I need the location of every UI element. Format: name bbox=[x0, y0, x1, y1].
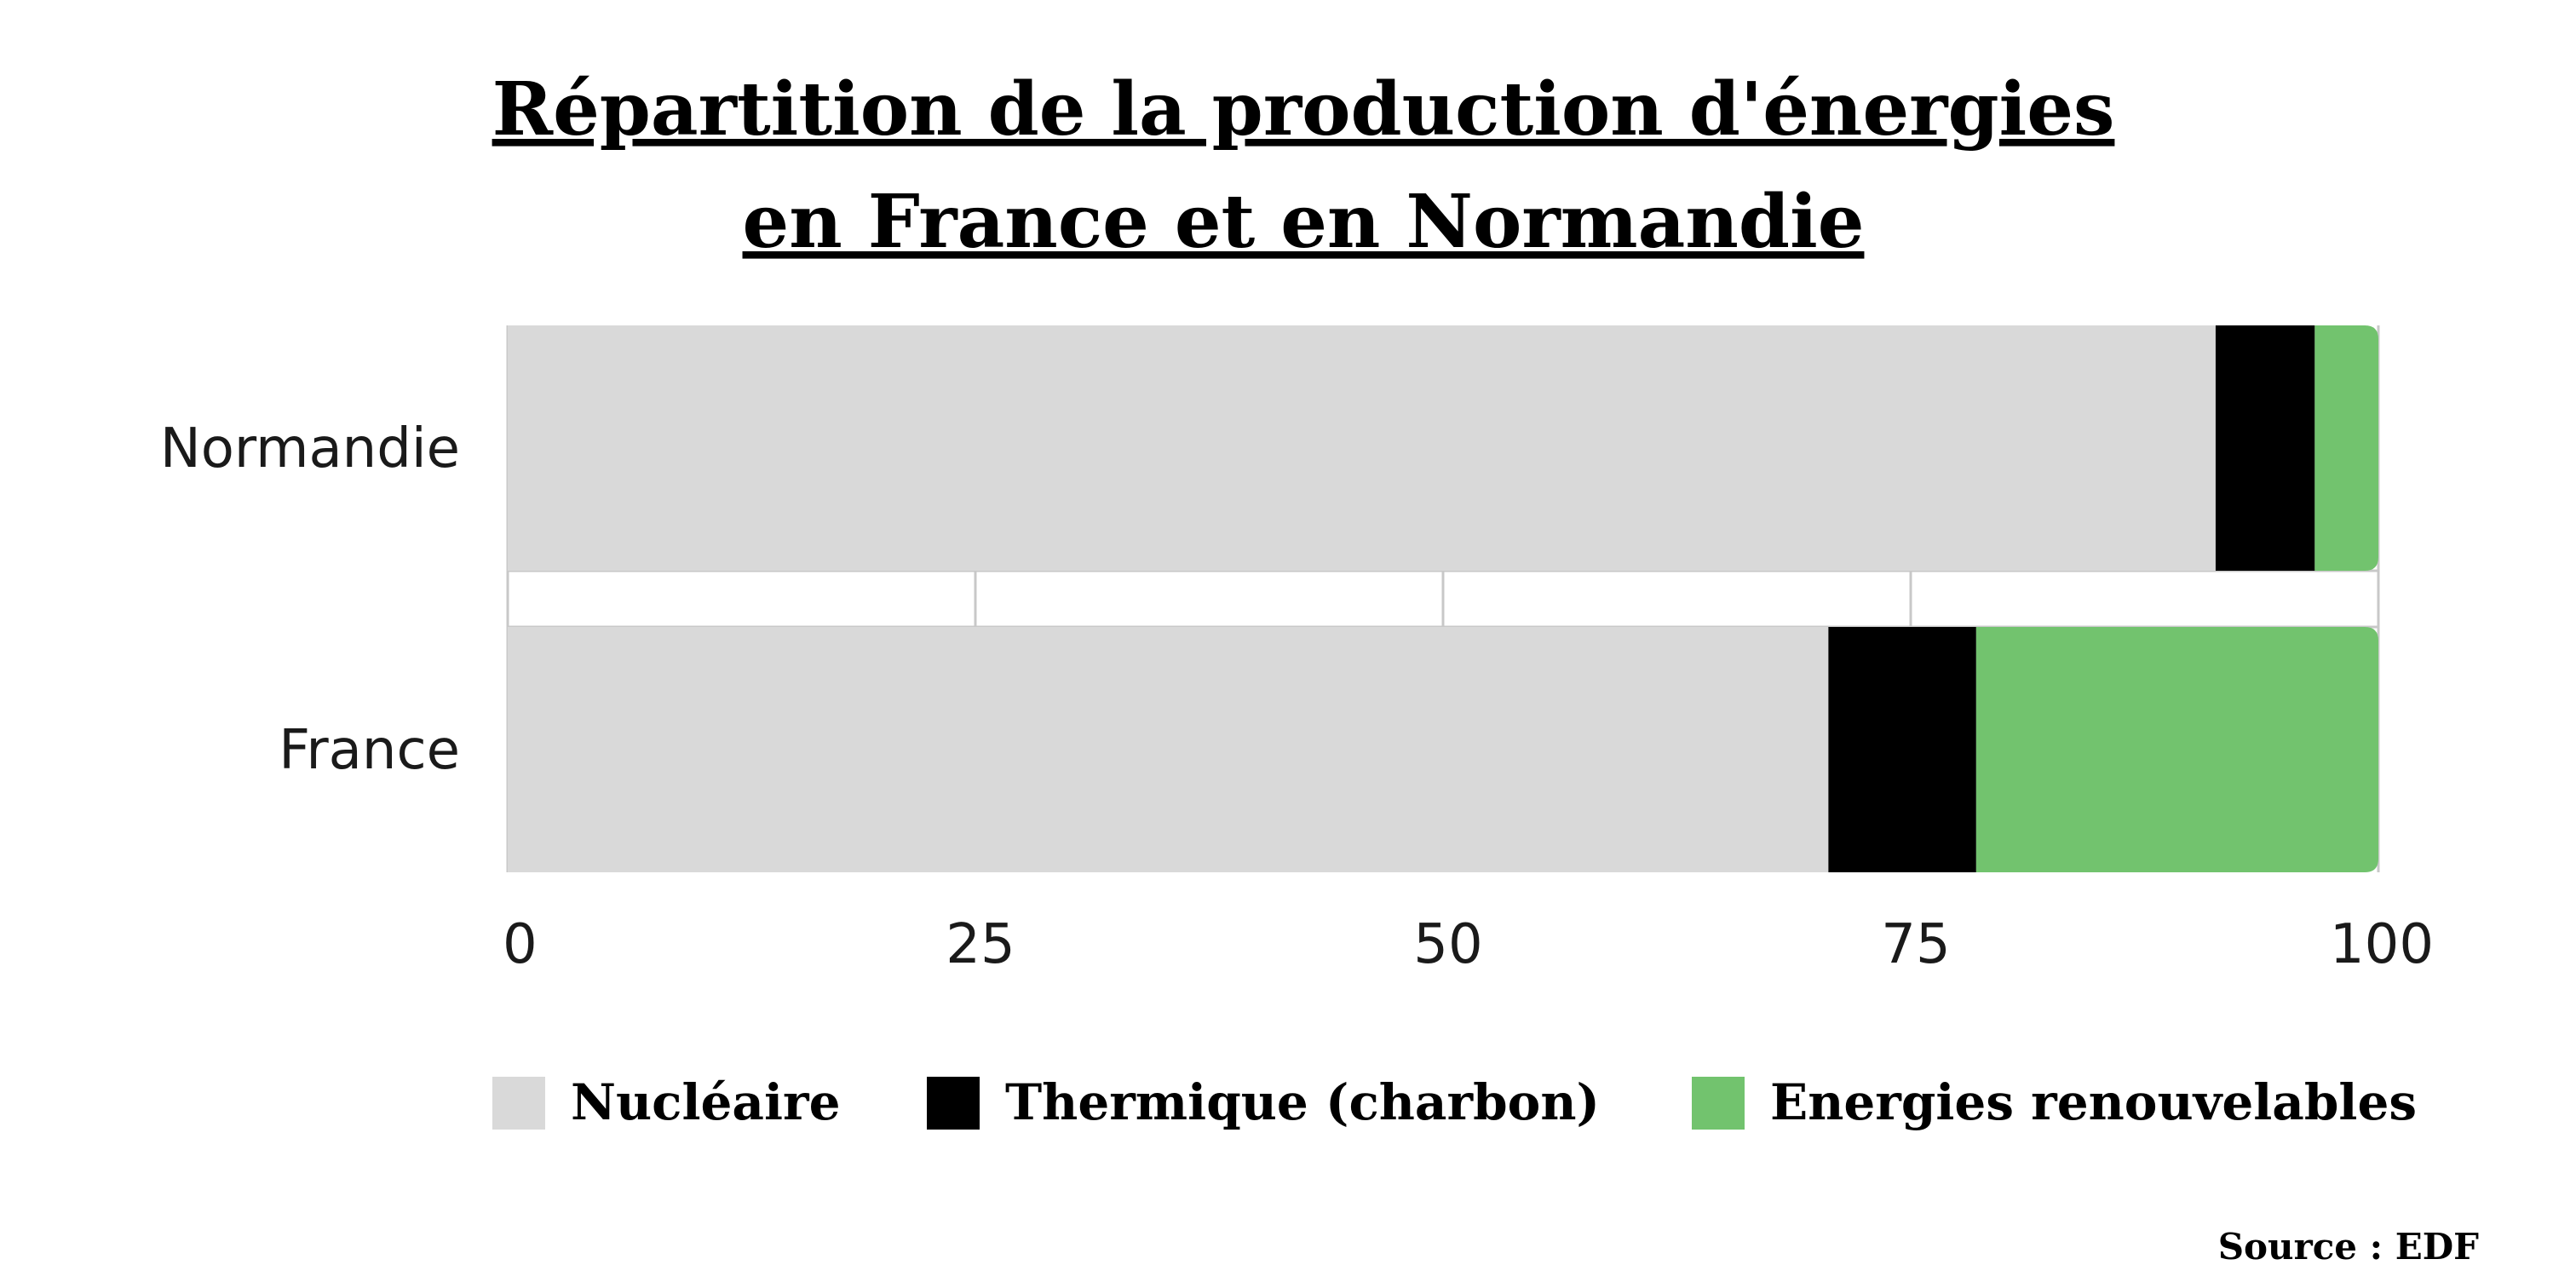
legend: Nucléaire Thermique (charbon) Energies ren… bbox=[492, 1073, 2417, 1131]
bar-segment bbox=[1828, 627, 1976, 872]
x-tick-label: 100 bbox=[2330, 913, 2434, 976]
category-label: France bbox=[279, 719, 460, 782]
x-tick-label: 25 bbox=[946, 913, 1015, 976]
legend-swatch bbox=[1692, 1077, 1745, 1130]
legend-swatch bbox=[492, 1077, 545, 1130]
category-label: Normandie bbox=[160, 417, 460, 480]
x-tick-label: 0 bbox=[503, 913, 538, 976]
bar-segment bbox=[1975, 627, 2378, 872]
legend-label: Thermique (charbon) bbox=[1005, 1073, 1600, 1131]
x-tick-label: 75 bbox=[1881, 913, 1950, 976]
source-note: Source : EDF bbox=[2218, 1226, 2479, 1268]
legend-label: Energies renouvelables bbox=[1770, 1073, 2417, 1131]
bars bbox=[508, 325, 2378, 872]
legend-label: Nucléaire bbox=[571, 1073, 841, 1131]
x-tick-label: 50 bbox=[1413, 913, 1482, 976]
legend-swatch bbox=[927, 1077, 980, 1130]
chart-title-line: en France et en Normandie bbox=[743, 179, 1865, 265]
bar-segment bbox=[508, 627, 1829, 872]
chart-title-line: Répartition de la production d'énergies bbox=[492, 66, 2115, 152]
bar-segment bbox=[508, 325, 2216, 571]
x-tick-labels: 0 25 50 75 100 bbox=[503, 913, 2434, 976]
chart-title: Répartition de la production d'énergies e… bbox=[492, 66, 2115, 265]
bar-segment bbox=[2314, 325, 2378, 571]
category-labels: Normandie France bbox=[160, 417, 460, 782]
bar-segment bbox=[2215, 325, 2315, 571]
